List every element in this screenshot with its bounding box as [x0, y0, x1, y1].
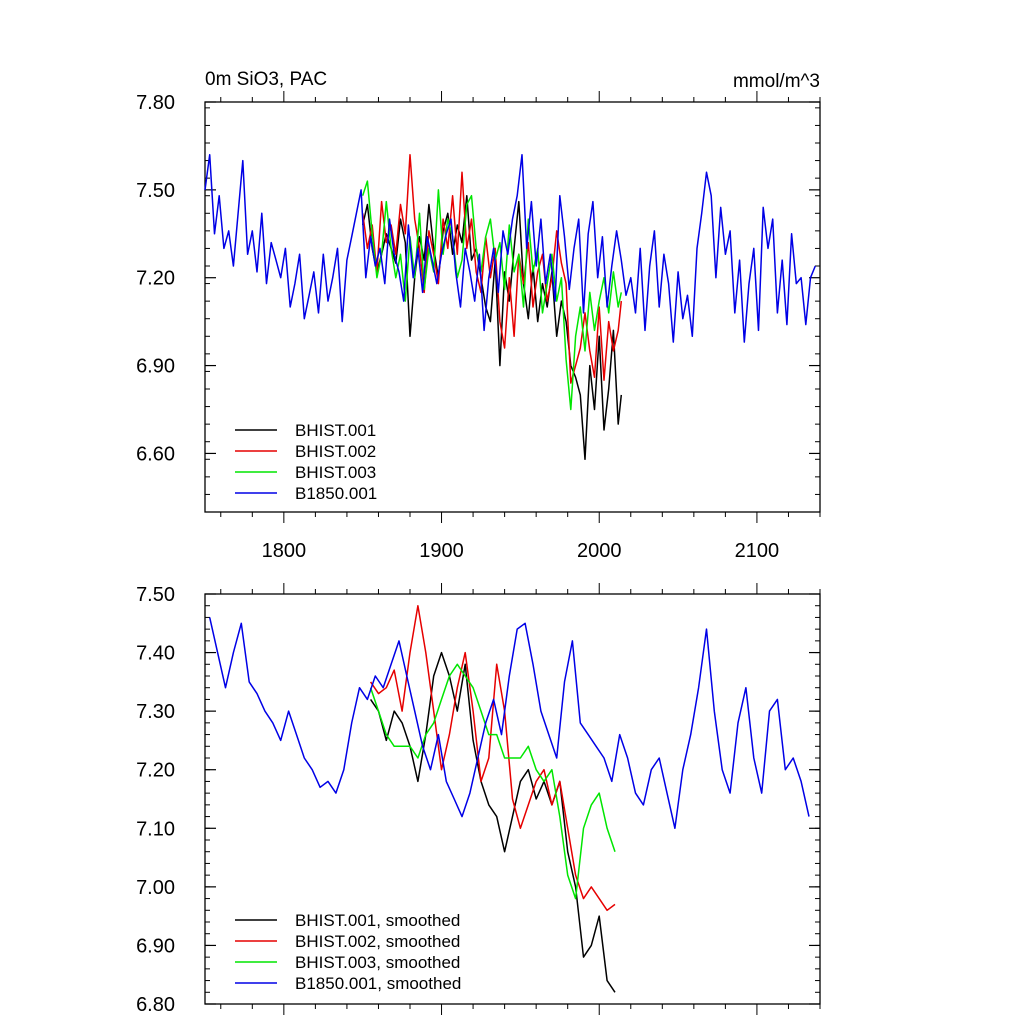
y-tick-label: 6.90	[136, 356, 175, 378]
plot-frame	[204, 593, 821, 1005]
legend-label: BHIST.001	[295, 421, 376, 440]
legend-label: BHIST.003	[295, 463, 376, 482]
bottom-panel: 6.80 6.90 7.00 7.10 7.20 7.30 7.40 7.50 BHIST.00…	[136, 583, 821, 1016]
legend-label: BHIST.001, smoothed	[295, 911, 460, 930]
y-tick-label: 7.30	[136, 701, 175, 723]
legend-label: BHIST.002, smoothed	[295, 932, 460, 951]
y-tick-label: 7.20	[136, 760, 175, 782]
y-tick-label: 7.50	[136, 180, 175, 202]
y-tick-label: 6.80	[136, 994, 175, 1016]
y-tick-label: 7.00	[136, 877, 175, 899]
series-line-bhist-003	[369, 663, 616, 900]
x-tick-label: 1900	[419, 540, 464, 562]
series-line-b1850-001	[204, 153, 816, 343]
y-tick-label: 7.50	[136, 584, 175, 606]
y-tick-label: 7.80	[136, 92, 175, 114]
y-tick-label: 7.20	[136, 268, 175, 290]
units-label: mmol/m^3	[733, 71, 820, 92]
series-line-bhist-002	[369, 604, 616, 912]
y-tick-label: 7.40	[136, 643, 175, 665]
series-line-b1850-001	[208, 617, 810, 830]
plot-frame	[204, 101, 821, 513]
y-tick-label: 7.10	[136, 818, 175, 840]
legend-label: BHIST.003, smoothed	[295, 953, 460, 972]
series-line-bhist-003	[361, 180, 623, 411]
legend-label: B1850.001	[295, 484, 377, 503]
series-line-bhist-001	[369, 651, 616, 993]
chart-title: 0m SiO3, PAC	[205, 69, 327, 90]
y-tick-label: 6.90	[136, 935, 175, 957]
x-tick-label: 1800	[262, 540, 307, 562]
legend-label: B1850.001, smoothed	[295, 974, 461, 993]
legend-label: BHIST.002	[295, 442, 376, 461]
x-tick-label: 2100	[735, 540, 780, 562]
y-tick-label: 6.60	[136, 443, 175, 465]
x-tick-label: 2000	[577, 540, 622, 562]
top-panel: 6.60 6.90 7.20 7.50 7.80 1800 1900 2000 2100 BHIS…	[136, 91, 821, 562]
series-line-bhist-002	[361, 153, 623, 384]
